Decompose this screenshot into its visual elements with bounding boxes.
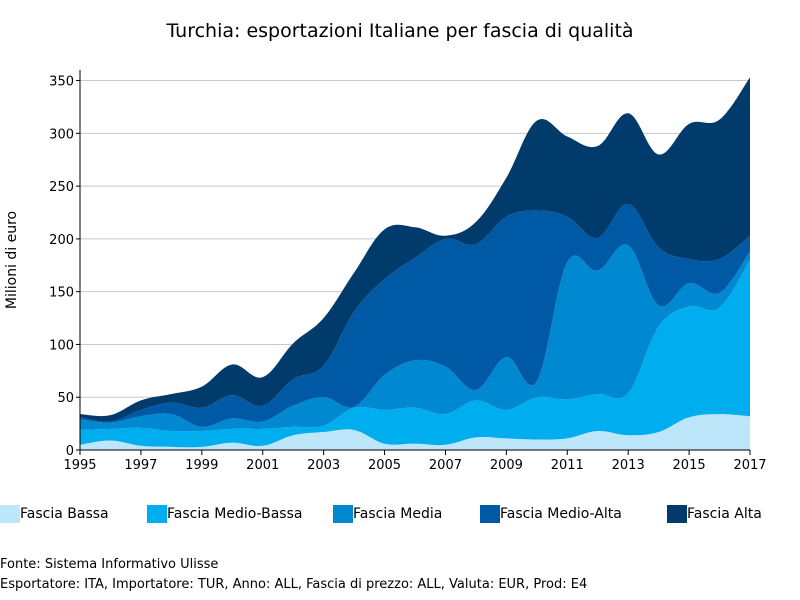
legend-swatch <box>0 505 20 523</box>
area-fascia-media <box>80 244 750 432</box>
footer-source: Fonte: Sistema Informativo Ulisse <box>0 557 219 572</box>
x-tick-label: 2013 <box>612 458 645 473</box>
y-axis-label: Milioni di euro <box>4 211 20 309</box>
x-tick-label: 2017 <box>733 458 766 473</box>
x-tick-label: 2011 <box>551 458 584 473</box>
legend-item: Fascia Medio-Alta <box>480 504 622 524</box>
chart-plot: 0 50 100 150 200 250 300 350 1995 1997 1999 2001 200… <box>4 70 767 473</box>
legend-item: Fascia Bassa <box>0 504 109 524</box>
legend-label: Fascia Media <box>353 506 443 522</box>
footer-params: Esportatore: ITA, Importatore: TUR, Anno… <box>0 577 588 592</box>
legend-label: Fascia Medio-Alta <box>500 506 622 522</box>
legend-label: Fascia Alta <box>687 506 762 522</box>
y-tick-label: 150 <box>49 286 74 301</box>
x-tick-label: 2007 <box>429 458 462 473</box>
legend-swatch <box>667 505 687 523</box>
area-fascia-medio-alta <box>80 203 750 427</box>
legend-swatch <box>147 505 167 523</box>
x-tick-label: 1999 <box>185 458 218 473</box>
x-tick-label: 2015 <box>673 458 706 473</box>
x-tick-label: 1997 <box>124 458 157 473</box>
y-tick-label: 250 <box>49 180 74 195</box>
legend-swatch <box>333 505 353 523</box>
legend: Fascia Bassa Fascia Medio-Bassa Fascia Med… <box>0 504 800 526</box>
chart-title: Turchia: esportazioni Italiane per fasci… <box>166 20 634 42</box>
legend-label: Fascia Bassa <box>20 506 109 522</box>
x-tick-label: 2001 <box>246 458 279 473</box>
legend-swatch <box>480 505 500 523</box>
x-tick-label: 2005 <box>368 458 401 473</box>
y-tick-label: 350 <box>49 75 74 90</box>
x-tick-label: 2003 <box>307 458 340 473</box>
y-tick-label: 300 <box>49 127 74 142</box>
area-series <box>80 77 750 450</box>
area-fascia-medio-bassa <box>80 260 750 448</box>
y-tick-label: 0 <box>66 444 74 459</box>
y-tick-label: 200 <box>49 233 74 248</box>
y-tick-label: 100 <box>49 338 74 353</box>
axes: 0 50 100 150 200 250 300 350 1995 1997 1999 2001 200… <box>49 70 767 473</box>
area-fascia-bassa <box>80 414 750 450</box>
legend-item: Fascia Alta <box>667 504 762 524</box>
x-tick-label: 1995 <box>63 458 96 473</box>
y-tick-label: 50 <box>57 391 74 406</box>
legend-item: Fascia Media <box>333 504 442 524</box>
x-tick-label: 2009 <box>490 458 523 473</box>
legend-item: Fascia Medio-Bassa <box>147 504 302 524</box>
area-fascia-alta <box>80 77 750 422</box>
legend-label: Fascia Medio-Bassa <box>167 506 303 522</box>
